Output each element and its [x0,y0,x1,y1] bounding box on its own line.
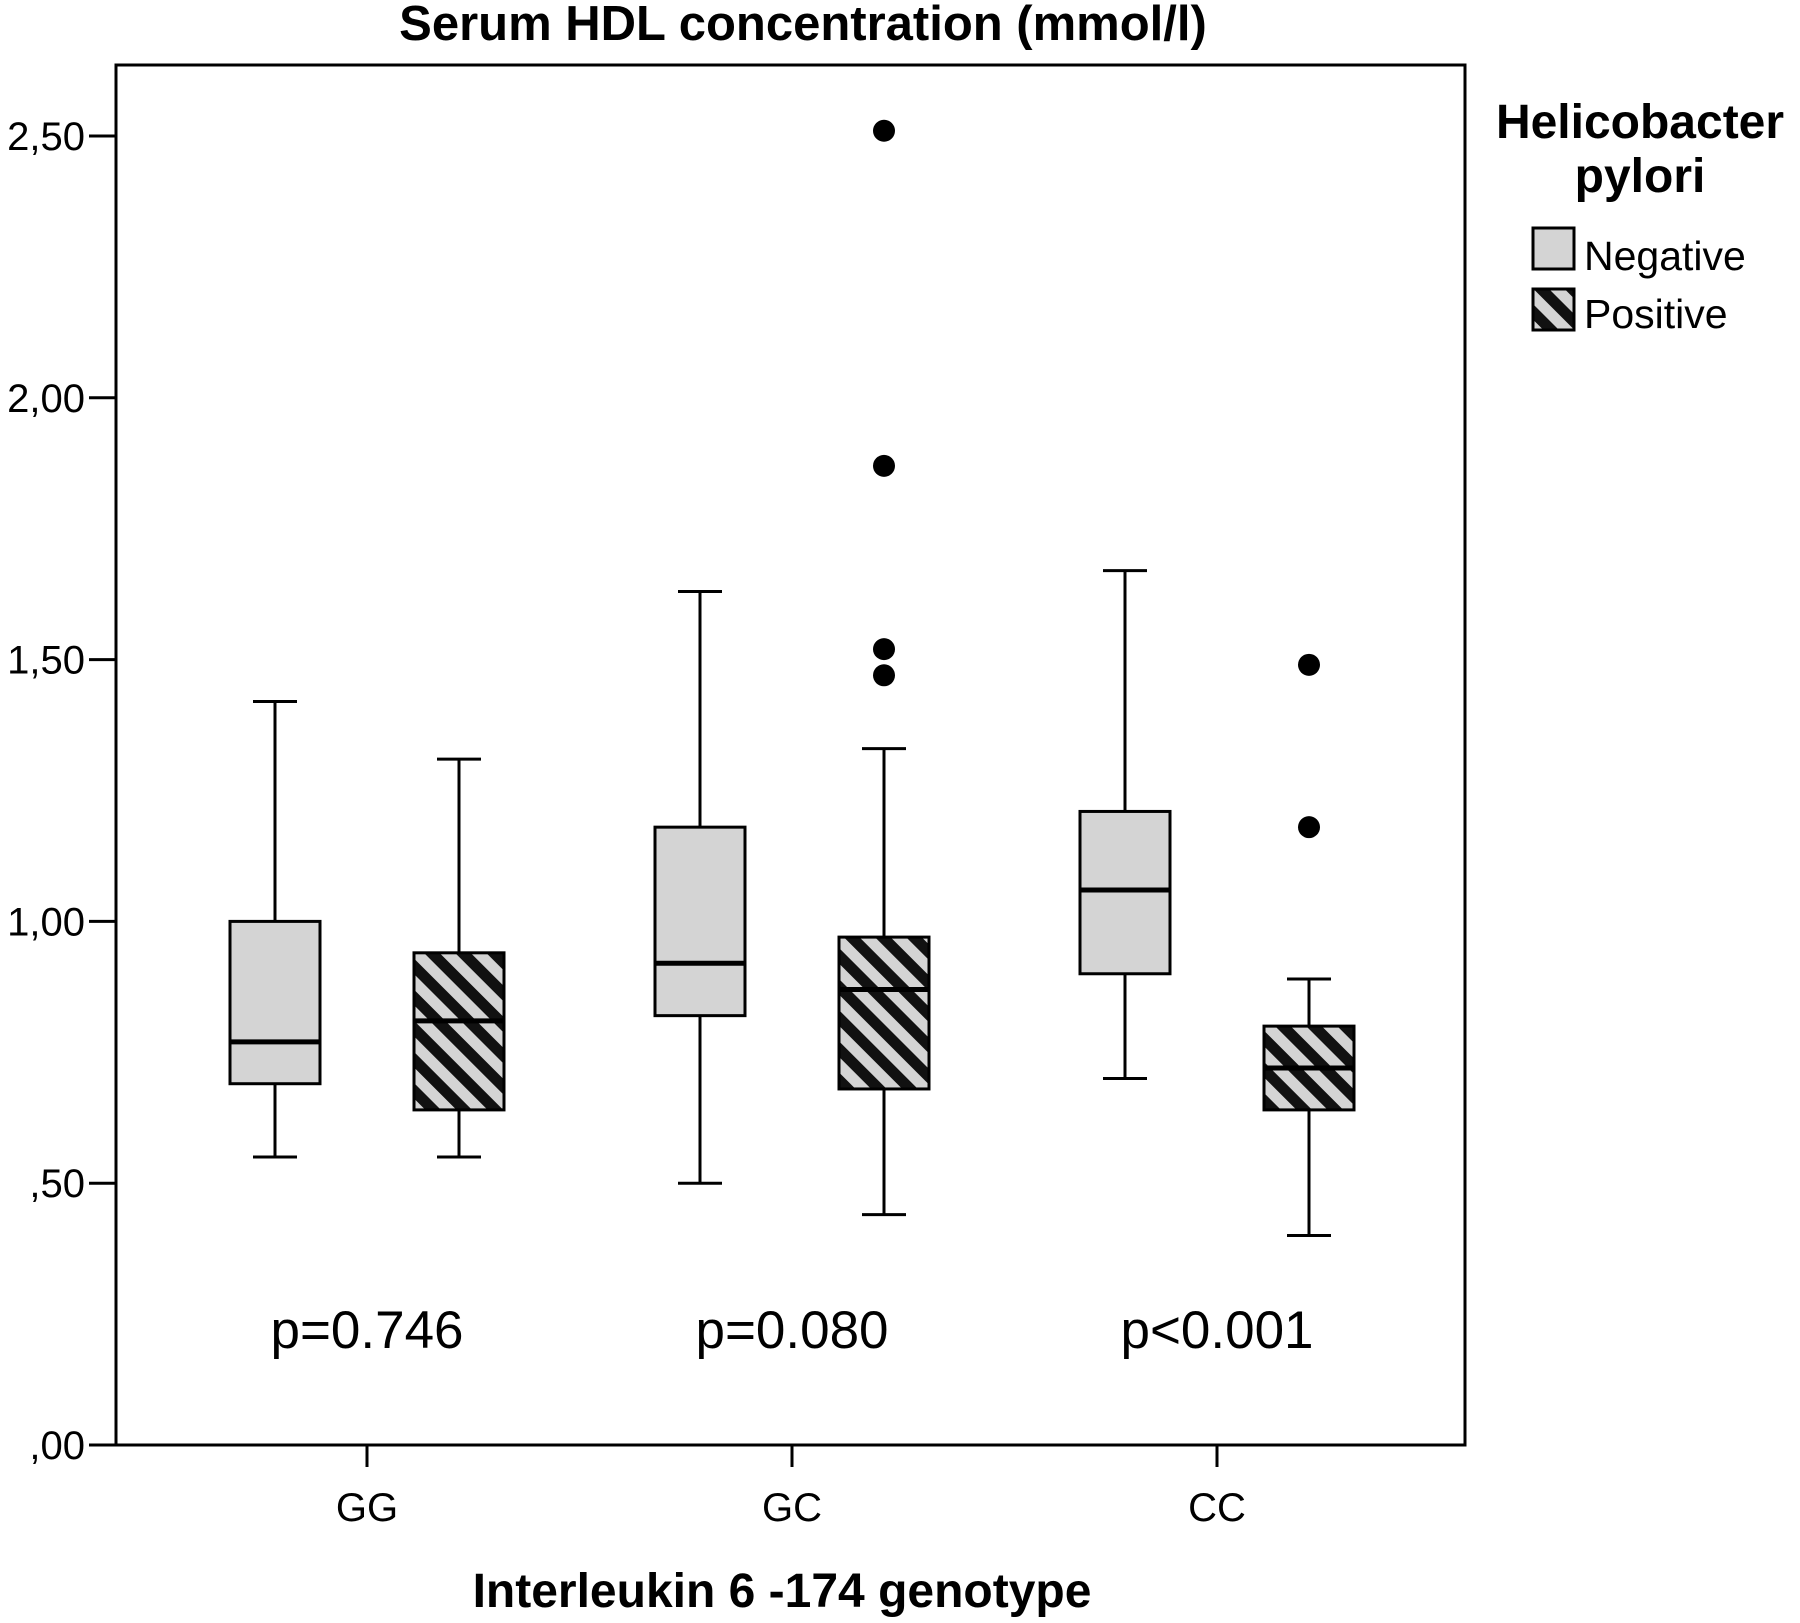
chart-title: Serum HDL concentration (mmol/l) [399,0,1207,51]
box [837,935,931,1091]
y-tick-label: ,00 [29,1424,85,1468]
legend-label-negative: Negative [1584,233,1746,279]
p-value-label: p=0.746 [270,1301,463,1360]
legend-swatch-negative [1531,226,1576,271]
outlier-point [873,638,895,661]
legend-title-line1: Helicobacter [1496,96,1784,149]
y-tick-label: 2,00 [7,377,85,421]
x-axis-title: Interleukin 6 -174 genotype [473,1565,1092,1618]
box [1078,809,1172,976]
legend-swatch-positive [1531,287,1576,332]
box-group-negative-gc [653,590,747,1185]
legend-label-positive: Positive [1584,291,1728,337]
box-group-negative-cc [1078,569,1172,1080]
x-tick-label: GG [336,1486,398,1530]
outlier-point [1298,816,1320,839]
outlier-point [1298,653,1320,676]
legend-title-line2: pylori [1575,150,1706,203]
p-value-label: p=0.080 [695,1301,888,1360]
p-value-annotations: p=0.746 p=0.080 p<0.001 [270,1301,1313,1360]
y-tick-label: 1,50 [7,639,85,683]
box-group-negative-gg [228,699,322,1159]
y-tick-label: 1,00 [7,900,85,944]
box [412,951,506,1112]
outlier-point [873,454,895,477]
box-plots [228,119,1356,1238]
y-tick-label: ,50 [29,1162,85,1206]
x-tick-label: GC [762,1486,822,1530]
box-group-positive-gc [837,119,931,1217]
box-group-positive-cc [1262,653,1356,1238]
box [653,825,747,1018]
plot-frame [114,63,1467,1447]
x-tick-label: CC [1188,1486,1246,1530]
p-value-label: p<0.001 [1120,1301,1313,1360]
box [228,919,322,1086]
x-axis: GG GC CC [336,1445,1246,1530]
outlier-point [873,664,895,687]
outlier-point [873,119,895,142]
box-group-positive-gg [412,757,506,1159]
legend: Helicobacter pylori Negative Positive [1496,96,1784,337]
y-axis: ,00 ,50 1,00 1,50 2,00 2,50 [7,115,116,1468]
y-tick-label: 2,50 [7,115,85,159]
